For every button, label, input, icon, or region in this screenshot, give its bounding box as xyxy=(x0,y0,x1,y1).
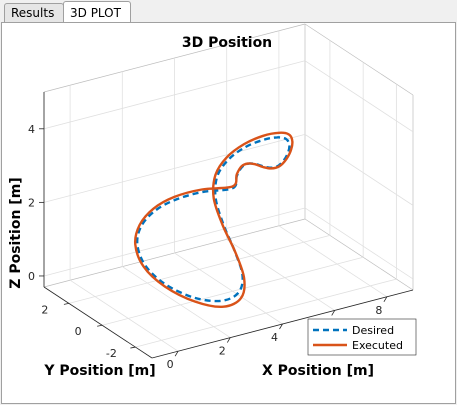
y-tick-label: 0 xyxy=(75,325,82,338)
x-tick-mark xyxy=(383,296,388,303)
grid-line xyxy=(135,278,397,348)
tab-3d-plot[interactable]: 3D PLOT xyxy=(63,1,131,23)
x-tick-label: 4 xyxy=(271,331,278,344)
z-tick-label: 2 xyxy=(28,196,35,209)
box-edge xyxy=(304,218,414,291)
y-axis-label: Y Position [m] xyxy=(43,363,155,379)
x-tick-label: 8 xyxy=(375,304,382,317)
y-tick-label: -2 xyxy=(106,347,117,360)
y-tick-mark xyxy=(63,302,70,305)
grid-line xyxy=(68,234,331,304)
x-tick-mark xyxy=(331,310,336,316)
grid-line xyxy=(43,60,306,130)
grid-line xyxy=(43,133,306,203)
x-tick-label: 0 xyxy=(167,358,174,371)
x-axis-label: X Position [m] xyxy=(262,363,374,379)
tab-3d-plot-label: 3D PLOT xyxy=(70,5,121,20)
series-line-desired xyxy=(136,136,291,303)
grid-line xyxy=(304,134,414,206)
y-tick-label: 2 xyxy=(41,303,48,316)
y-tick-mark xyxy=(97,324,103,327)
x-tick-mark xyxy=(174,350,179,357)
z-tick-label: 4 xyxy=(28,123,35,136)
y-tick-mark xyxy=(130,346,136,349)
grid-line xyxy=(278,225,388,298)
tab-results-label: Results xyxy=(11,6,55,20)
y-axis-line xyxy=(43,286,153,359)
x-tick-mark xyxy=(279,323,283,330)
legend-box xyxy=(307,318,417,356)
chart-title: 3D Position xyxy=(182,35,272,51)
grid-line xyxy=(102,256,364,326)
legend[interactable]: Desired Executed xyxy=(307,318,417,356)
grid-line xyxy=(122,266,231,338)
grid-line xyxy=(69,279,179,352)
grid-lines xyxy=(43,30,414,352)
legend-label-executed: Executed xyxy=(352,339,403,352)
x-tick-label: 2 xyxy=(219,345,226,358)
box-edge xyxy=(304,23,414,96)
axes-box-front xyxy=(39,92,414,359)
z-axis-label: Z Position [m] xyxy=(8,177,24,288)
grid-line xyxy=(174,252,283,325)
grid-line xyxy=(43,207,306,277)
tab-results[interactable]: Results xyxy=(4,3,64,22)
tab-bar: Results 3D PLOT xyxy=(0,0,457,23)
grid-line xyxy=(304,207,414,280)
legend-label-desired: Desired xyxy=(352,324,394,337)
grid-line xyxy=(226,239,335,311)
series-line-executed xyxy=(133,131,294,308)
series-group xyxy=(133,131,294,308)
grid-line xyxy=(304,60,414,133)
x-tick-mark xyxy=(226,337,231,343)
z-tick-label: 0 xyxy=(28,270,35,283)
